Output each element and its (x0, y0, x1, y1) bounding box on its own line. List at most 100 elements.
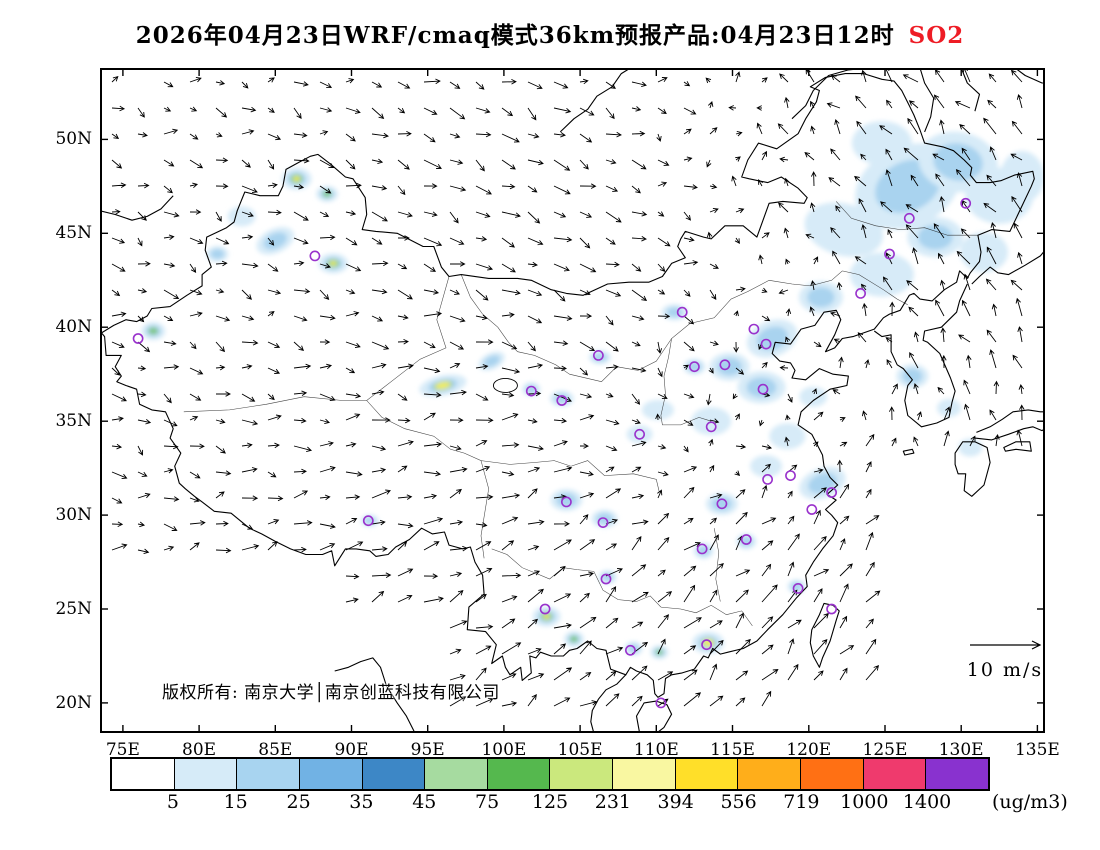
lon-tick-label: 130E (938, 740, 984, 760)
qinghai-lake-outline (492, 378, 518, 393)
lon-tick-label: 100E (481, 740, 527, 760)
city-marker (705, 421, 717, 433)
city-marker (826, 603, 837, 615)
balkhash-line (100, 195, 174, 221)
vietnam-line (590, 674, 627, 733)
province-borders-layer (183, 201, 978, 627)
city-marker (634, 428, 645, 440)
city-marker (539, 603, 551, 615)
map-border (100, 68, 1045, 733)
colorbar-cell (362, 759, 426, 789)
copyright-text: 版权所有: 南京大学│南京创蓝科技有限公司 (162, 683, 500, 703)
lon-tick-label: 135E (1014, 740, 1060, 760)
province-border (491, 548, 594, 580)
lat-tick-label: 25N (55, 599, 92, 620)
lat-tick-label: 20N (55, 692, 92, 713)
kyushu-outline (954, 441, 991, 497)
bengal-line (334, 657, 415, 732)
city-marker (740, 534, 752, 545)
city-marker (826, 487, 837, 498)
lon-tick-label: 105E (557, 740, 603, 760)
city-marker (525, 385, 537, 397)
colorbar-tick-label: 719 (783, 791, 820, 813)
colorbar-tick-label: 556 (720, 791, 757, 813)
city-marker (748, 323, 760, 335)
colorbar-cell (112, 759, 175, 789)
city-marker (676, 306, 688, 318)
colorbar-tick-label: 1000 (840, 791, 889, 813)
city-marker (362, 515, 374, 527)
city-marker (592, 349, 604, 361)
honshu_n-line (976, 409, 1045, 433)
city-marker (560, 496, 572, 508)
lat-tick-label: 40N (55, 317, 92, 338)
wind-reference-arrow (970, 640, 1042, 650)
colorbar-tick-label: 231 (594, 791, 632, 813)
title-species-so2: SO2 (908, 22, 965, 49)
plume-blob (804, 202, 884, 257)
hainan-outline (635, 700, 673, 733)
shikoku-outline (1003, 441, 1032, 452)
city-marker (960, 197, 972, 209)
city-marker (719, 359, 731, 371)
city-markers-layer (132, 197, 972, 709)
province-border (569, 270, 843, 383)
province-border (842, 270, 908, 305)
colorbar-cell (801, 759, 864, 789)
colorbar-cell (550, 759, 614, 789)
plume-blob (799, 386, 828, 407)
colorbar-cell (738, 759, 802, 789)
lat-tick-label: 50N (55, 129, 92, 150)
okhotsk-line (1014, 68, 1045, 84)
province-border (366, 400, 489, 559)
colorbar (110, 757, 990, 791)
lon-tick-label: 90E (334, 740, 369, 760)
plume-blob (1000, 151, 1045, 203)
jeju-outline (902, 448, 915, 456)
city-marker (701, 639, 712, 651)
colorbar-tick-label: 394 (657, 791, 694, 813)
amur3-line (960, 68, 981, 112)
city-marker (597, 517, 609, 528)
concentration-layer (141, 121, 1045, 660)
province-border (713, 528, 721, 602)
colorbar-tick-label: 5 (166, 791, 179, 813)
lat-tick-label: 30N (55, 505, 92, 526)
map-frame-ticks (100, 68, 1045, 733)
forecast-map-canvas: 10 m/s (100, 68, 1045, 733)
wind-reference: 10 m/s (967, 640, 1042, 681)
plume-blob (641, 399, 674, 420)
colorbar-cell (926, 759, 988, 789)
city-marker (309, 250, 321, 262)
city-marker (716, 498, 728, 510)
colorbar-cell (613, 759, 676, 789)
city-marker (757, 383, 769, 395)
colorbar-cell (174, 759, 238, 789)
colorbar-unit-label: (ug/m3) (992, 791, 1068, 813)
city-marker (855, 287, 866, 299)
colorbar-cell (487, 759, 551, 789)
colorbar-tick-label: 75 (475, 791, 500, 813)
city-marker (132, 333, 144, 344)
wind-vector-arrows (111, 68, 1025, 707)
lon-tick-label: 125E (862, 740, 908, 760)
lon-tick-label: 85E (258, 740, 293, 760)
province-border (593, 571, 662, 608)
coastline-layer (100, 68, 1045, 733)
city-marker (760, 338, 772, 350)
plume-blob (626, 425, 653, 444)
province-border (460, 274, 570, 375)
colorbar-cell (299, 759, 363, 789)
city-marker (600, 573, 612, 585)
honshu_s-line (974, 426, 1045, 441)
city-marker (762, 473, 773, 485)
map-plot-area: 10 m/s 版权所有: 南京大学│南京创蓝科技有限公司 (100, 68, 1045, 733)
province-border (660, 604, 753, 627)
city-marker (625, 644, 636, 656)
city-marker (903, 212, 915, 224)
colorbar-tick-label: 45 (412, 791, 437, 813)
colorbar-cell (425, 759, 488, 789)
plume-blob (851, 121, 912, 166)
colorbar-cell (675, 759, 739, 789)
plume-blob (769, 423, 806, 450)
